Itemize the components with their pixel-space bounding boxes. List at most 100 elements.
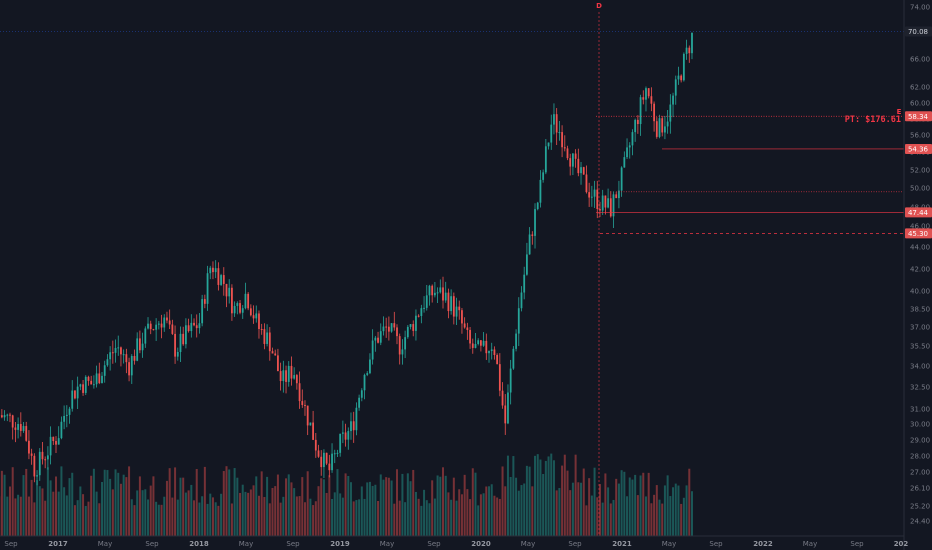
volume-bar — [274, 486, 277, 536]
candle-body — [661, 118, 664, 133]
candle-body — [193, 322, 195, 326]
volume-bar — [149, 485, 152, 536]
volume-bar — [680, 503, 683, 536]
candle-body — [130, 355, 133, 376]
volume-bar — [528, 466, 531, 536]
volume-bar — [46, 467, 49, 536]
volume-bar — [631, 479, 634, 536]
volume-bar — [230, 503, 233, 536]
candle-body — [536, 202, 539, 210]
volume-bar — [90, 475, 93, 536]
volume-bar — [312, 505, 315, 536]
volume-bar — [325, 492, 328, 536]
volume-bar — [639, 475, 642, 536]
price-tick-label: 56.00 — [910, 132, 930, 140]
price-tick-label: 32.50 — [910, 384, 930, 392]
volume-bar — [596, 497, 599, 536]
candle-body — [685, 47, 688, 54]
price-tick-label: 31.00 — [910, 406, 930, 414]
candle-body — [309, 422, 312, 426]
candle-body — [574, 153, 577, 159]
time-tick-label: 2021 — [612, 540, 632, 548]
volume-bar — [666, 475, 669, 536]
volume-bar — [263, 497, 266, 536]
volume-bar — [328, 475, 331, 536]
volume-bar — [420, 505, 423, 536]
volume-bar — [368, 481, 371, 536]
price-tick-label: 28.00 — [910, 453, 930, 461]
volume-bar — [133, 505, 136, 536]
volume-bar — [33, 502, 36, 536]
volume-bar — [306, 471, 309, 536]
volume-bar — [239, 492, 242, 536]
volume-bar — [395, 469, 398, 536]
volume-bar — [130, 499, 133, 536]
volume-bar — [358, 499, 361, 536]
price-tick-label: 26.10 — [910, 485, 930, 493]
volume-bar — [84, 505, 87, 536]
volume-bar — [544, 460, 547, 536]
volume-bar — [598, 484, 601, 536]
candle-body — [517, 308, 520, 334]
volume-bar — [295, 496, 298, 536]
candle-body — [371, 340, 374, 360]
volume-bar — [685, 485, 688, 536]
volume-bar — [506, 455, 509, 536]
candle-body — [279, 371, 282, 382]
candle-body — [385, 326, 388, 328]
candle-body — [314, 439, 317, 451]
candle-body — [28, 440, 30, 454]
volume-bar — [287, 474, 290, 536]
price-tick-label: 60.00 — [910, 100, 930, 108]
volume-bar — [387, 477, 390, 536]
candle-body — [572, 153, 574, 167]
candle-body — [71, 390, 74, 409]
candle-body — [404, 337, 407, 350]
candle-body — [293, 375, 296, 379]
volume-bar — [65, 495, 68, 536]
candle-body — [6, 414, 9, 416]
volume-bar — [393, 503, 396, 536]
candle-body — [618, 190, 620, 199]
volume-bar — [466, 489, 469, 536]
candle-body — [101, 375, 103, 384]
volume-bar — [331, 498, 334, 536]
volume-bar — [417, 498, 420, 536]
candle-body — [628, 145, 631, 148]
candle-body — [125, 354, 128, 363]
time-tick-label: Sep — [709, 540, 723, 548]
time-tick-label: May — [239, 540, 253, 548]
time-axis[interactable]: Sep 2017 May Sep 2018 May Sep 2019 May Sep 2020 May… — [4, 540, 908, 548]
volume-bar — [101, 481, 104, 536]
candle-body — [209, 267, 212, 274]
candle-body — [282, 370, 285, 382]
candle-body — [409, 324, 412, 327]
candle-body — [626, 147, 628, 158]
volume-bar — [220, 493, 223, 536]
volume-bar — [585, 505, 588, 536]
candle-body — [596, 189, 599, 209]
candle-body — [287, 365, 290, 382]
volume-bar — [617, 483, 620, 536]
volume-bar — [371, 485, 374, 536]
candle-body — [233, 305, 236, 314]
candle-body — [49, 436, 52, 456]
candle-body — [650, 96, 653, 104]
candle-body — [198, 323, 201, 329]
volume-bar — [534, 455, 537, 536]
time-tick-label: May — [98, 540, 112, 548]
candle-body — [352, 421, 355, 431]
volume-bar — [436, 475, 439, 536]
candle-body — [220, 275, 222, 285]
candle-body — [206, 273, 209, 304]
candle-body — [155, 324, 158, 330]
volume-bar — [674, 483, 677, 536]
level-label: 45.30 — [908, 230, 928, 238]
candle-body — [157, 323, 160, 325]
volume-bar — [209, 493, 212, 536]
time-tick-label: Sep — [145, 540, 159, 548]
time-tick-label: Sep — [850, 540, 864, 548]
volume-bar — [17, 494, 20, 536]
